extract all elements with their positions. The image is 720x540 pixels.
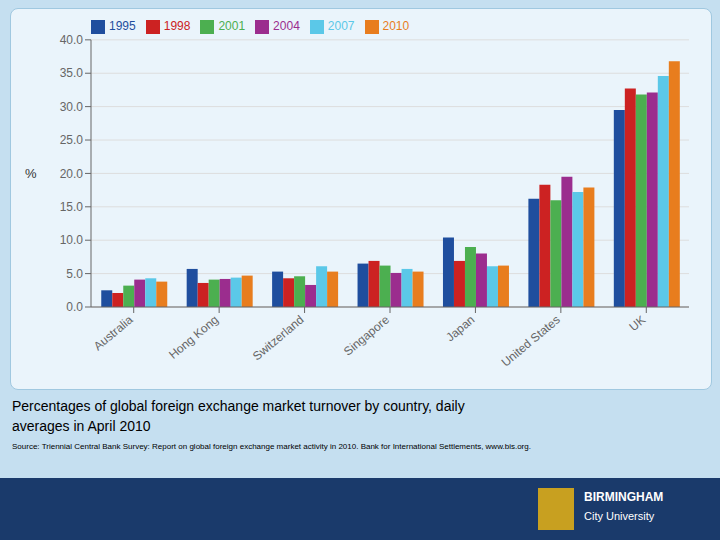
svg-text:40.0: 40.0	[60, 33, 84, 47]
html-text:Source: Triennial Central Bank: Source: Triennial Central Bank Survey: R…	[12, 442, 531, 451]
html-text:2004: 2004	[273, 19, 300, 33]
svg-text:Hong Kong: Hong Kong	[166, 313, 221, 362]
html-text:1995: 1995	[109, 19, 136, 33]
svg-text:15.0: 15.0	[60, 200, 84, 214]
html-text:2001: 2001	[218, 19, 246, 33]
html-text:1998: 1998	[163, 19, 191, 33]
svg-text:Japan: Japan	[443, 313, 477, 345]
svg-text:5.0: 5.0	[66, 267, 83, 281]
html-text:BIRMINGHAM: BIRMINGHAM	[584, 490, 664, 504]
html-text:Percentages of global foreign: Percentages of global foreign exchange m…	[12, 398, 465, 414]
svg-text:30.0: 30.0	[60, 100, 84, 114]
svg-text:United States: United States	[499, 313, 563, 370]
svg-text:35.0: 35.0	[60, 66, 84, 80]
html-text:2007: 2007	[327, 19, 355, 33]
html-text:City University: City University	[584, 510, 655, 522]
svg-text:Australia: Australia	[91, 312, 136, 353]
svg-text:Switzerland: Switzerland	[250, 313, 307, 364]
svg-text:0.0: 0.0	[66, 300, 83, 314]
svg-text:Singapore: Singapore	[341, 312, 392, 358]
svg-text:10.0: 10.0	[60, 233, 84, 247]
svg-text:20.0: 20.0	[60, 167, 84, 181]
svg-text:UK: UK	[626, 313, 648, 334]
html-text:averages in April 2010: averages in April 2010	[12, 418, 151, 434]
svg-text:25.0: 25.0	[60, 133, 84, 147]
html-text:2010: 2010	[382, 19, 410, 33]
svg-text:%: %	[25, 166, 37, 181]
